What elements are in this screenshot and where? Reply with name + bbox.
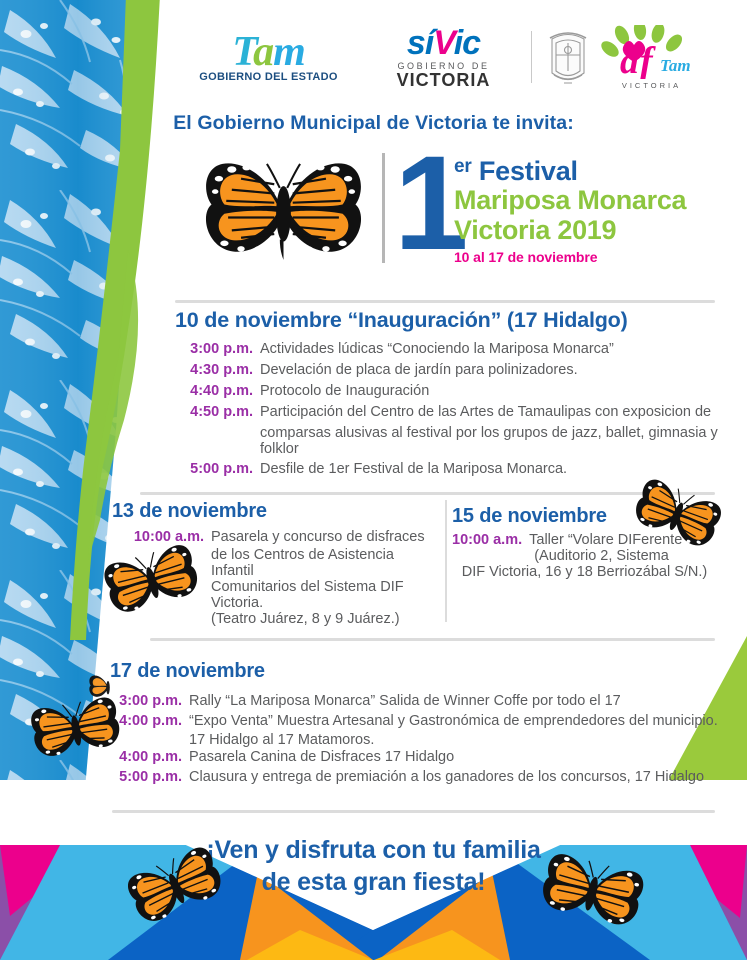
row-continuation: de los Centros de Asistencia Infantil xyxy=(211,547,394,580)
row-text: Clausura y entrega de premiación a los g… xyxy=(189,769,705,786)
section-10-rows: 3:00 p.m. Actividades lúdicas “Conociend… xyxy=(183,340,728,481)
sivic-logo-line2: VICTORIA xyxy=(396,69,491,90)
section-heading-13: 13 de noviembre xyxy=(112,500,267,522)
green-curve xyxy=(70,0,160,640)
schedule-row: 4:00 p.m. “Expo Venta” Muestra Artesanal… xyxy=(110,712,735,731)
schedule-row: 10:00 a.m. Taller “Volare DIFerente” xyxy=(452,532,717,548)
schedule-row: 10:00 a.m. Pasarela y concurso de disfra… xyxy=(118,528,438,547)
closing-line-1: ¡Ven y disfruta con tu familia xyxy=(206,836,541,864)
schedule-row: 4:40 p.m. Protocolo de Inauguración xyxy=(183,382,728,401)
monarch-butterfly-icon xyxy=(128,847,221,921)
section-heading-10: 10 de noviembre “Inauguración” (17 Hidal… xyxy=(175,308,628,332)
title-line-3: Victoria 2019 xyxy=(454,214,617,245)
row-continuation: folklor xyxy=(260,440,299,457)
row-continuation: DIF Victoria, 16 y 18 Berriozábal S/N.) xyxy=(461,564,708,580)
row-time: 10:00 a.m. xyxy=(452,532,523,548)
tam-logo: Tam GOBIERNO DEL ESTADO xyxy=(169,31,369,83)
victoria-seal-icon xyxy=(549,32,586,84)
logo-divider xyxy=(530,31,532,83)
monarch-butterfly-icon xyxy=(543,854,644,925)
divider-top xyxy=(175,300,715,303)
sivic-logo: síVic GOBIERNO DE VICTORIA xyxy=(369,26,519,89)
dif-logo-leaves-icon: d f Tam xyxy=(600,24,691,79)
row-text: Pasarela y concurso de disfraces xyxy=(211,529,425,545)
row-time: 5:00 p.m. xyxy=(119,769,182,786)
schedule-row: 3:00 p.m. Actividades lúdicas “Conociend… xyxy=(183,340,728,359)
closing-message: ¡Ven y disfruta con tu familia de esta g… xyxy=(0,834,747,898)
invite-line: El Gobierno Municipal de Victoria te inv… xyxy=(173,112,574,134)
divider-lower xyxy=(150,638,715,641)
row-time: 4:00 p.m. xyxy=(119,713,182,730)
row-text: Participación del Centro de las Artes de… xyxy=(260,404,712,421)
row-time: 4:50 p.m. xyxy=(190,404,253,421)
sivic-logo-line1: GOBIERNO DE xyxy=(397,60,490,71)
row-continuation: (Teatro Juárez, 8 y 9 Juárez.) xyxy=(211,611,400,628)
bottom-triangles xyxy=(0,780,747,960)
row-text: Rally “La Mariposa Monarca” Salida de Wi… xyxy=(189,693,621,709)
title-line-2: Mariposa Monarca xyxy=(454,185,687,216)
row-text: Taller “Volare DIFerente” xyxy=(529,532,688,548)
row-time: 10:00 a.m. xyxy=(133,529,204,545)
title-text-lines: er Festival Mariposa Monarca Victoria 20… xyxy=(454,156,687,265)
row-time: 4:00 p.m. xyxy=(119,749,182,766)
monarch-butterfly-icon xyxy=(636,479,721,546)
title-number: 1 xyxy=(394,129,469,278)
divider-vertical xyxy=(445,500,447,622)
schedule-row: 3:00 p.m. Rally “La Mariposa Monarca” Sa… xyxy=(110,692,735,711)
divider-mid xyxy=(140,492,715,495)
row-text: Protocolo de Inauguración xyxy=(260,383,430,400)
schedule-row: 4:30 p.m. Develación de placa de jardín … xyxy=(183,361,728,380)
tam-logo-subtitle: GOBIERNO DEL ESTADO xyxy=(199,71,338,83)
monarch-butterfly-icon xyxy=(89,675,110,697)
title-festival-word: Festival xyxy=(471,156,578,186)
closing-line-2: de esta gran fiesta! xyxy=(261,868,486,896)
row-time: 4:30 p.m. xyxy=(190,362,253,379)
row-text: “Expo Venta” Muestra Artesanal y Gastron… xyxy=(189,713,718,730)
row-time: 5:00 p.m. xyxy=(190,460,253,477)
section-13-rows: 10:00 a.m. Pasarela y concurso de disfra… xyxy=(118,528,438,627)
tam-logo-wordmark: Tam xyxy=(232,29,305,75)
schedule-row: 4:50 p.m. Participación del Centro de la… xyxy=(183,403,728,422)
row-text: Desfile de 1er Festival de la Mariposa M… xyxy=(260,460,568,477)
row-text: Pasarela Canina de Disfraces 17 Hidalgo xyxy=(189,749,455,766)
header-logos: Tam GOBIERNO DEL ESTADO síVic GOBIERNO D… xyxy=(150,14,730,100)
title-ordinal: er xyxy=(454,156,472,177)
row-time: 4:40 p.m. xyxy=(190,383,253,400)
schedule-row: 4:00 p.m. Pasarela Canina de Disfraces 1… xyxy=(110,748,735,767)
row-continuation: comparsas alusivas al festival por los g… xyxy=(260,424,718,441)
title-separator xyxy=(382,153,385,263)
section-15-rows: 10:00 a.m. Taller “Volare DIFerente” (Au… xyxy=(452,532,717,580)
row-continuation: 17 Hidalgo al 17 Matamoros. xyxy=(189,732,375,749)
row-time: 3:00 p.m. xyxy=(119,693,182,709)
row-text: Develación de placa de jardín para polin… xyxy=(260,362,578,379)
row-time: 3:00 p.m. xyxy=(190,341,253,357)
monarch-butterfly-icon xyxy=(104,545,198,612)
sivic-logo-wordmark: síVic xyxy=(406,23,481,62)
row-continuation: (Auditorio 2, Sistema xyxy=(534,548,669,564)
dif-logo-subtitle: VICTORIA xyxy=(621,80,682,90)
section-17-rows: 3:00 p.m. Rally “La Mariposa Monarca” Sa… xyxy=(110,692,735,789)
dif-logo: d f Tam VICTORIA xyxy=(592,24,712,90)
section-heading-17: 17 de noviembre xyxy=(110,660,265,682)
title-dates: 10 al 17 de noviembre xyxy=(454,248,598,265)
divider-bottom xyxy=(112,810,715,813)
title-line-1: er Festival xyxy=(454,156,686,186)
schedule-row: 5:00 p.m. Clausura y entrega de premiaci… xyxy=(110,768,735,787)
schedule-row: 5:00 p.m. Desfile de 1er Festival de la … xyxy=(183,460,728,479)
title-block: 1 er Festival Mariposa Monarca Victoria … xyxy=(196,137,716,275)
svg-text:Tam: Tam xyxy=(660,56,691,75)
monarch-butterfly-icon xyxy=(205,163,362,260)
section-heading-15: 15 de noviembre xyxy=(452,505,607,527)
row-continuation: Comunitarios del Sistema DIF Victoria. xyxy=(211,579,404,612)
monarch-butterfly-icon xyxy=(31,697,120,756)
row-text: Actividades lúdicas “Conociendo la Marip… xyxy=(260,341,614,357)
